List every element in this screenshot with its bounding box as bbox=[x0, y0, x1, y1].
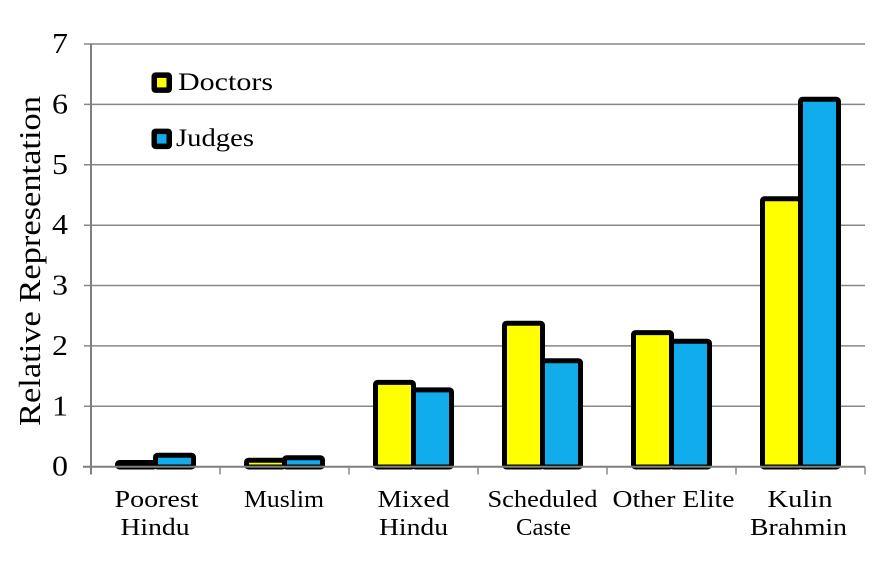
svg-text:Kulin: Kulin bbox=[768, 487, 833, 513]
svg-text:Scheduled: Scheduled bbox=[488, 487, 598, 513]
svg-text:Caste: Caste bbox=[516, 515, 571, 541]
svg-text:Hindu: Hindu bbox=[121, 515, 190, 541]
svg-text:Muslim: Muslim bbox=[244, 487, 324, 513]
svg-text:2: 2 bbox=[52, 331, 68, 362]
svg-text:6: 6 bbox=[52, 89, 68, 120]
svg-text:7: 7 bbox=[52, 29, 68, 60]
svg-text:Doctors: Doctors bbox=[178, 69, 273, 96]
svg-text:3: 3 bbox=[52, 271, 68, 302]
svg-text:Judges: Judges bbox=[176, 125, 254, 152]
svg-text:Relative Representation: Relative Representation bbox=[12, 95, 47, 426]
svg-text:Other Elite: Other Elite bbox=[613, 487, 735, 513]
svg-text:4: 4 bbox=[52, 210, 68, 241]
svg-text:1: 1 bbox=[52, 391, 68, 422]
svg-text:Poorest: Poorest bbox=[115, 487, 199, 513]
svg-text:Hindu: Hindu bbox=[379, 515, 448, 541]
svg-text:Brahmin: Brahmin bbox=[750, 515, 847, 541]
svg-text:Mixed: Mixed bbox=[378, 487, 450, 513]
svg-text:5: 5 bbox=[52, 150, 68, 181]
svg-text:0: 0 bbox=[52, 452, 68, 483]
